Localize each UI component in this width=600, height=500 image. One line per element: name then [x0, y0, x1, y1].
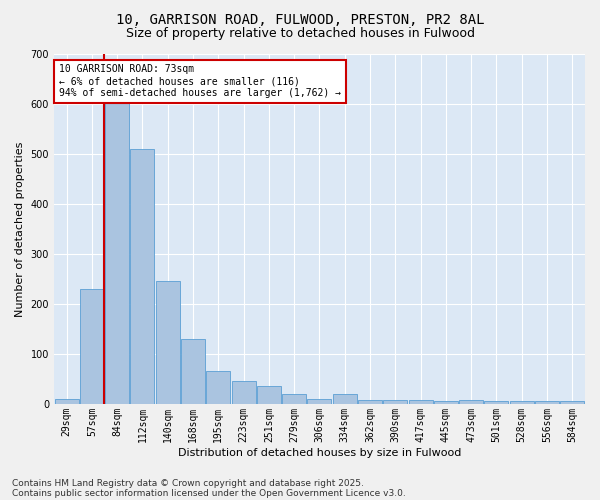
Y-axis label: Number of detached properties: Number of detached properties: [15, 142, 25, 316]
Bar: [484, 402, 508, 404]
Bar: [333, 394, 357, 404]
Text: Contains public sector information licensed under the Open Government Licence v3: Contains public sector information licen…: [12, 488, 406, 498]
Bar: [434, 402, 458, 404]
Bar: [156, 282, 180, 404]
Bar: [105, 99, 129, 404]
Text: 10, GARRISON ROAD, FULWOOD, PRESTON, PR2 8AL: 10, GARRISON ROAD, FULWOOD, PRESTON, PR2…: [116, 12, 484, 26]
Bar: [181, 339, 205, 404]
Bar: [510, 402, 534, 404]
Bar: [307, 399, 331, 404]
Bar: [560, 402, 584, 404]
Bar: [358, 400, 382, 404]
Bar: [232, 382, 256, 404]
Bar: [459, 400, 483, 404]
Bar: [130, 149, 154, 404]
Text: Contains HM Land Registry data © Crown copyright and database right 2025.: Contains HM Land Registry data © Crown c…: [12, 478, 364, 488]
Bar: [282, 394, 306, 404]
Text: 10 GARRISON ROAD: 73sqm
← 6% of detached houses are smaller (116)
94% of semi-de: 10 GARRISON ROAD: 73sqm ← 6% of detached…: [59, 64, 341, 98]
Bar: [257, 386, 281, 404]
Bar: [383, 400, 407, 404]
Bar: [206, 372, 230, 404]
Bar: [80, 289, 104, 404]
X-axis label: Distribution of detached houses by size in Fulwood: Distribution of detached houses by size …: [178, 448, 461, 458]
Bar: [55, 399, 79, 404]
Bar: [535, 402, 559, 404]
Bar: [409, 400, 433, 404]
Text: Size of property relative to detached houses in Fulwood: Size of property relative to detached ho…: [125, 28, 475, 40]
